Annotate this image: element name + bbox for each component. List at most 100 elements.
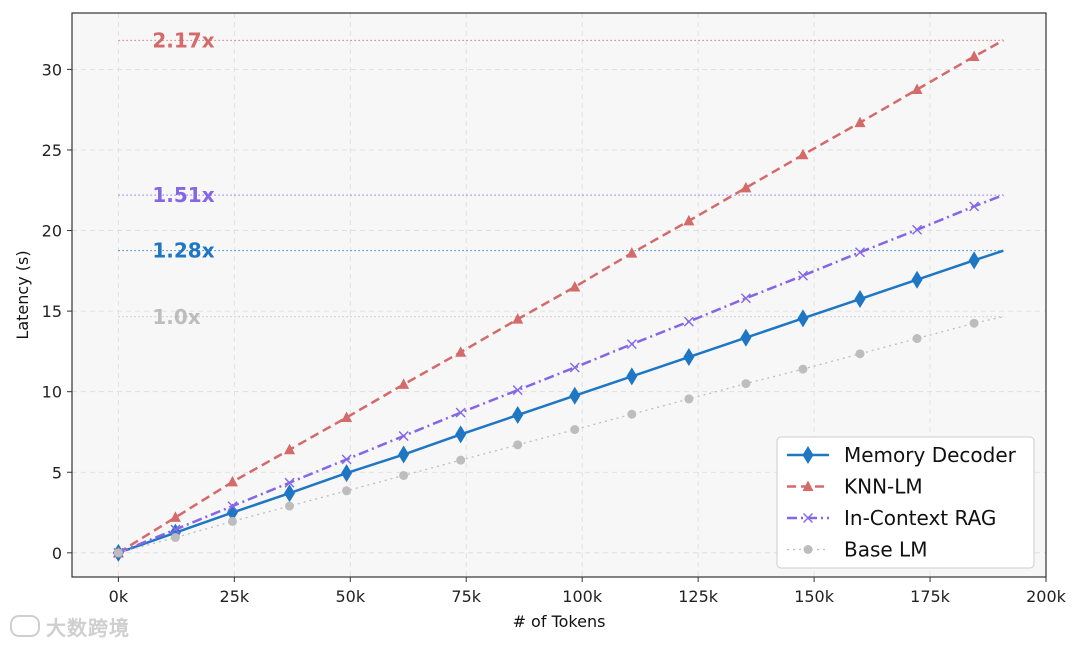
series-base-lm <box>113 316 1004 558</box>
x-tick-label: 0k <box>109 587 129 606</box>
series-line <box>118 316 1004 554</box>
legend-label: In-Context RAG <box>844 506 996 530</box>
x-marker-stroke <box>512 385 523 396</box>
x-tick-label: 100k <box>562 587 603 606</box>
data-point <box>341 464 353 483</box>
x-marker-stroke <box>341 454 352 465</box>
y-axis-label: Latency (s) <box>13 250 32 339</box>
ratio-label: 1.51x <box>152 183 214 207</box>
data-point <box>740 328 752 347</box>
series-group <box>112 39 1004 562</box>
data-point <box>627 409 637 419</box>
y-axis-ticks: 0 5 10 15 20 25 30 <box>42 60 72 563</box>
ratio-annotations: 2.17x 1.51x 1.28x 1.0x <box>152 28 214 328</box>
data-point <box>855 247 866 258</box>
data-point <box>284 484 296 503</box>
data-point <box>170 533 180 543</box>
y-tick-label: 20 <box>42 222 62 241</box>
x-tick-label: 75k <box>451 587 481 606</box>
data-point <box>455 407 466 418</box>
data-point <box>969 201 980 212</box>
watermark: 大数跨境 <box>10 612 130 641</box>
data-point <box>626 247 638 258</box>
x-tick-label: 175k <box>910 587 951 606</box>
data-point <box>854 116 866 128</box>
data-point <box>284 477 295 488</box>
data-point <box>342 486 352 496</box>
data-point <box>512 406 524 425</box>
data-point <box>341 411 353 422</box>
legend-entry: KNN-LM <box>787 475 923 499</box>
data-point <box>398 431 409 441</box>
data-point <box>170 524 181 535</box>
y-tick-label: 5 <box>52 463 62 482</box>
data-point <box>683 348 695 367</box>
data-point <box>513 440 523 450</box>
x-tick-label: 125k <box>678 587 719 606</box>
data-point <box>798 364 808 374</box>
series-line <box>117 193 1004 554</box>
data-point <box>569 386 581 405</box>
plot-frame <box>71 12 1047 578</box>
data-point <box>226 475 238 487</box>
x-tick-label: 50k <box>335 587 365 606</box>
legend-marker <box>803 513 813 523</box>
data-point <box>797 270 808 281</box>
data-point <box>284 443 296 455</box>
data-point <box>227 516 237 526</box>
legend-marker <box>802 480 814 491</box>
data-point <box>912 334 922 344</box>
data-point <box>455 425 467 444</box>
x-marker-stroke <box>912 224 923 235</box>
legend-marker <box>802 446 814 464</box>
data-point <box>684 394 694 404</box>
x-axis-label: # of Tokens <box>513 612 606 631</box>
data-point <box>399 470 409 480</box>
legend-label: Memory Decoder <box>844 443 1017 467</box>
data-point <box>912 224 923 235</box>
data-point <box>569 280 581 292</box>
x-marker-stroke <box>455 407 466 418</box>
data-point <box>341 454 352 465</box>
data-point <box>169 511 181 522</box>
x-marker-stroke <box>569 362 580 373</box>
data-point <box>969 318 979 328</box>
legend-entry: In-Context RAG <box>787 506 996 530</box>
x-marker-stroke <box>284 477 295 488</box>
data-point <box>797 148 809 160</box>
watermark-logo-icon <box>10 615 40 637</box>
data-point <box>512 385 523 396</box>
data-point <box>911 83 923 95</box>
legend-frame <box>776 436 1035 569</box>
x-tick-label: 200k <box>1026 587 1067 606</box>
series-knn-lm <box>112 39 1004 558</box>
x-marker-stroke <box>855 247 866 258</box>
y-tick-label: 0 <box>52 544 62 563</box>
legend-entry: Base LM <box>787 538 927 562</box>
legend-entry: Memory Decoder <box>787 443 1017 467</box>
data-point <box>854 290 866 309</box>
data-point <box>741 379 751 389</box>
data-point <box>911 270 923 289</box>
data-point <box>626 339 637 350</box>
data-point <box>227 501 238 512</box>
data-point <box>968 251 980 270</box>
x-marker-stroke <box>626 339 637 350</box>
x-marker-stroke <box>683 316 694 327</box>
data-point <box>626 367 638 386</box>
data-point <box>456 455 466 465</box>
watermark-text: 大数跨境 <box>46 616 130 640</box>
y-tick-label: 10 <box>42 383 62 402</box>
legend: Memory Decoder KNN-LM In-Context RAG Base L… <box>776 436 1035 569</box>
legend-label: KNN-LM <box>844 475 923 499</box>
data-point <box>398 445 410 464</box>
data-point <box>683 214 695 226</box>
y-tick-label: 30 <box>42 60 62 79</box>
data-point <box>968 50 980 62</box>
data-point <box>455 346 467 357</box>
ratio-label: 1.0x <box>152 305 200 329</box>
x-marker-stroke <box>398 431 409 441</box>
data-point <box>797 309 809 328</box>
y-tick-label: 25 <box>42 141 62 160</box>
data-point <box>398 378 410 389</box>
